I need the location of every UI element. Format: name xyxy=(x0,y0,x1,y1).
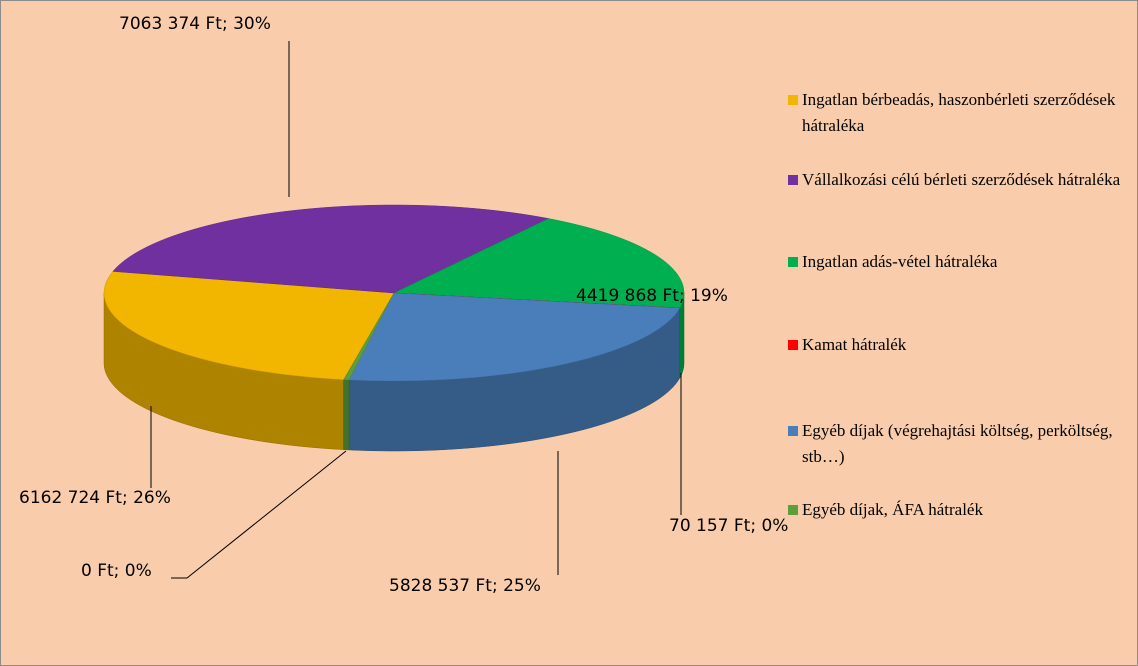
legend-swatch xyxy=(788,95,798,105)
legend-entry: Ingatlan bérbeadás, haszonbérleti szerző… xyxy=(786,87,1137,139)
legend-swatch xyxy=(788,340,798,350)
slice xyxy=(103,271,395,380)
leader-line xyxy=(171,450,347,579)
slice xyxy=(343,292,395,381)
data-label: 0 Ft; 0% xyxy=(81,561,152,581)
legend-label: Egyéb díjak (végrehajtási költség, perkö… xyxy=(802,421,1113,466)
legend-entry: Egyéb díjak, ÁFA hátralék xyxy=(786,497,1137,523)
legend-entry: Egyéb díjak (végrehajtási költség, perkö… xyxy=(786,418,1137,470)
legend-label: Ingatlan adás-vétel hátraléka xyxy=(802,252,998,271)
data-label: 4419 868 Ft; 19% xyxy=(576,286,728,306)
slice xyxy=(393,218,685,309)
data-label: 6162 724 Ft; 26% xyxy=(19,488,171,508)
legend-entry: Ingatlan adás-vétel hátraléka xyxy=(786,249,1137,275)
slice-side xyxy=(343,379,350,451)
legend-label: Kamat hátralék xyxy=(802,335,907,354)
slice xyxy=(112,204,550,294)
legend-label: Ingatlan bérbeadás, haszonbérleti szerző… xyxy=(802,90,1116,135)
data-label: 7063 374 Ft; 30% xyxy=(119,14,271,34)
legend-swatch xyxy=(788,505,798,515)
data-label: 70 157 Ft; 0% xyxy=(669,516,788,536)
legend-label: Vállalkozási célú bérleti szerződések há… xyxy=(802,170,1121,189)
tops xyxy=(103,204,685,382)
data-label: 5828 537 Ft; 25% xyxy=(389,576,541,596)
legend-swatch xyxy=(788,175,798,185)
legend-swatch xyxy=(788,426,798,436)
legend-entry: Kamat hátralék xyxy=(786,332,1137,358)
legend-label: Egyéb díjak, ÁFA hátralék xyxy=(802,500,983,519)
legend-entry: Vállalkozási célú bérleti szerződések há… xyxy=(786,167,1137,193)
legend-swatch xyxy=(788,257,798,267)
slice xyxy=(348,292,681,382)
